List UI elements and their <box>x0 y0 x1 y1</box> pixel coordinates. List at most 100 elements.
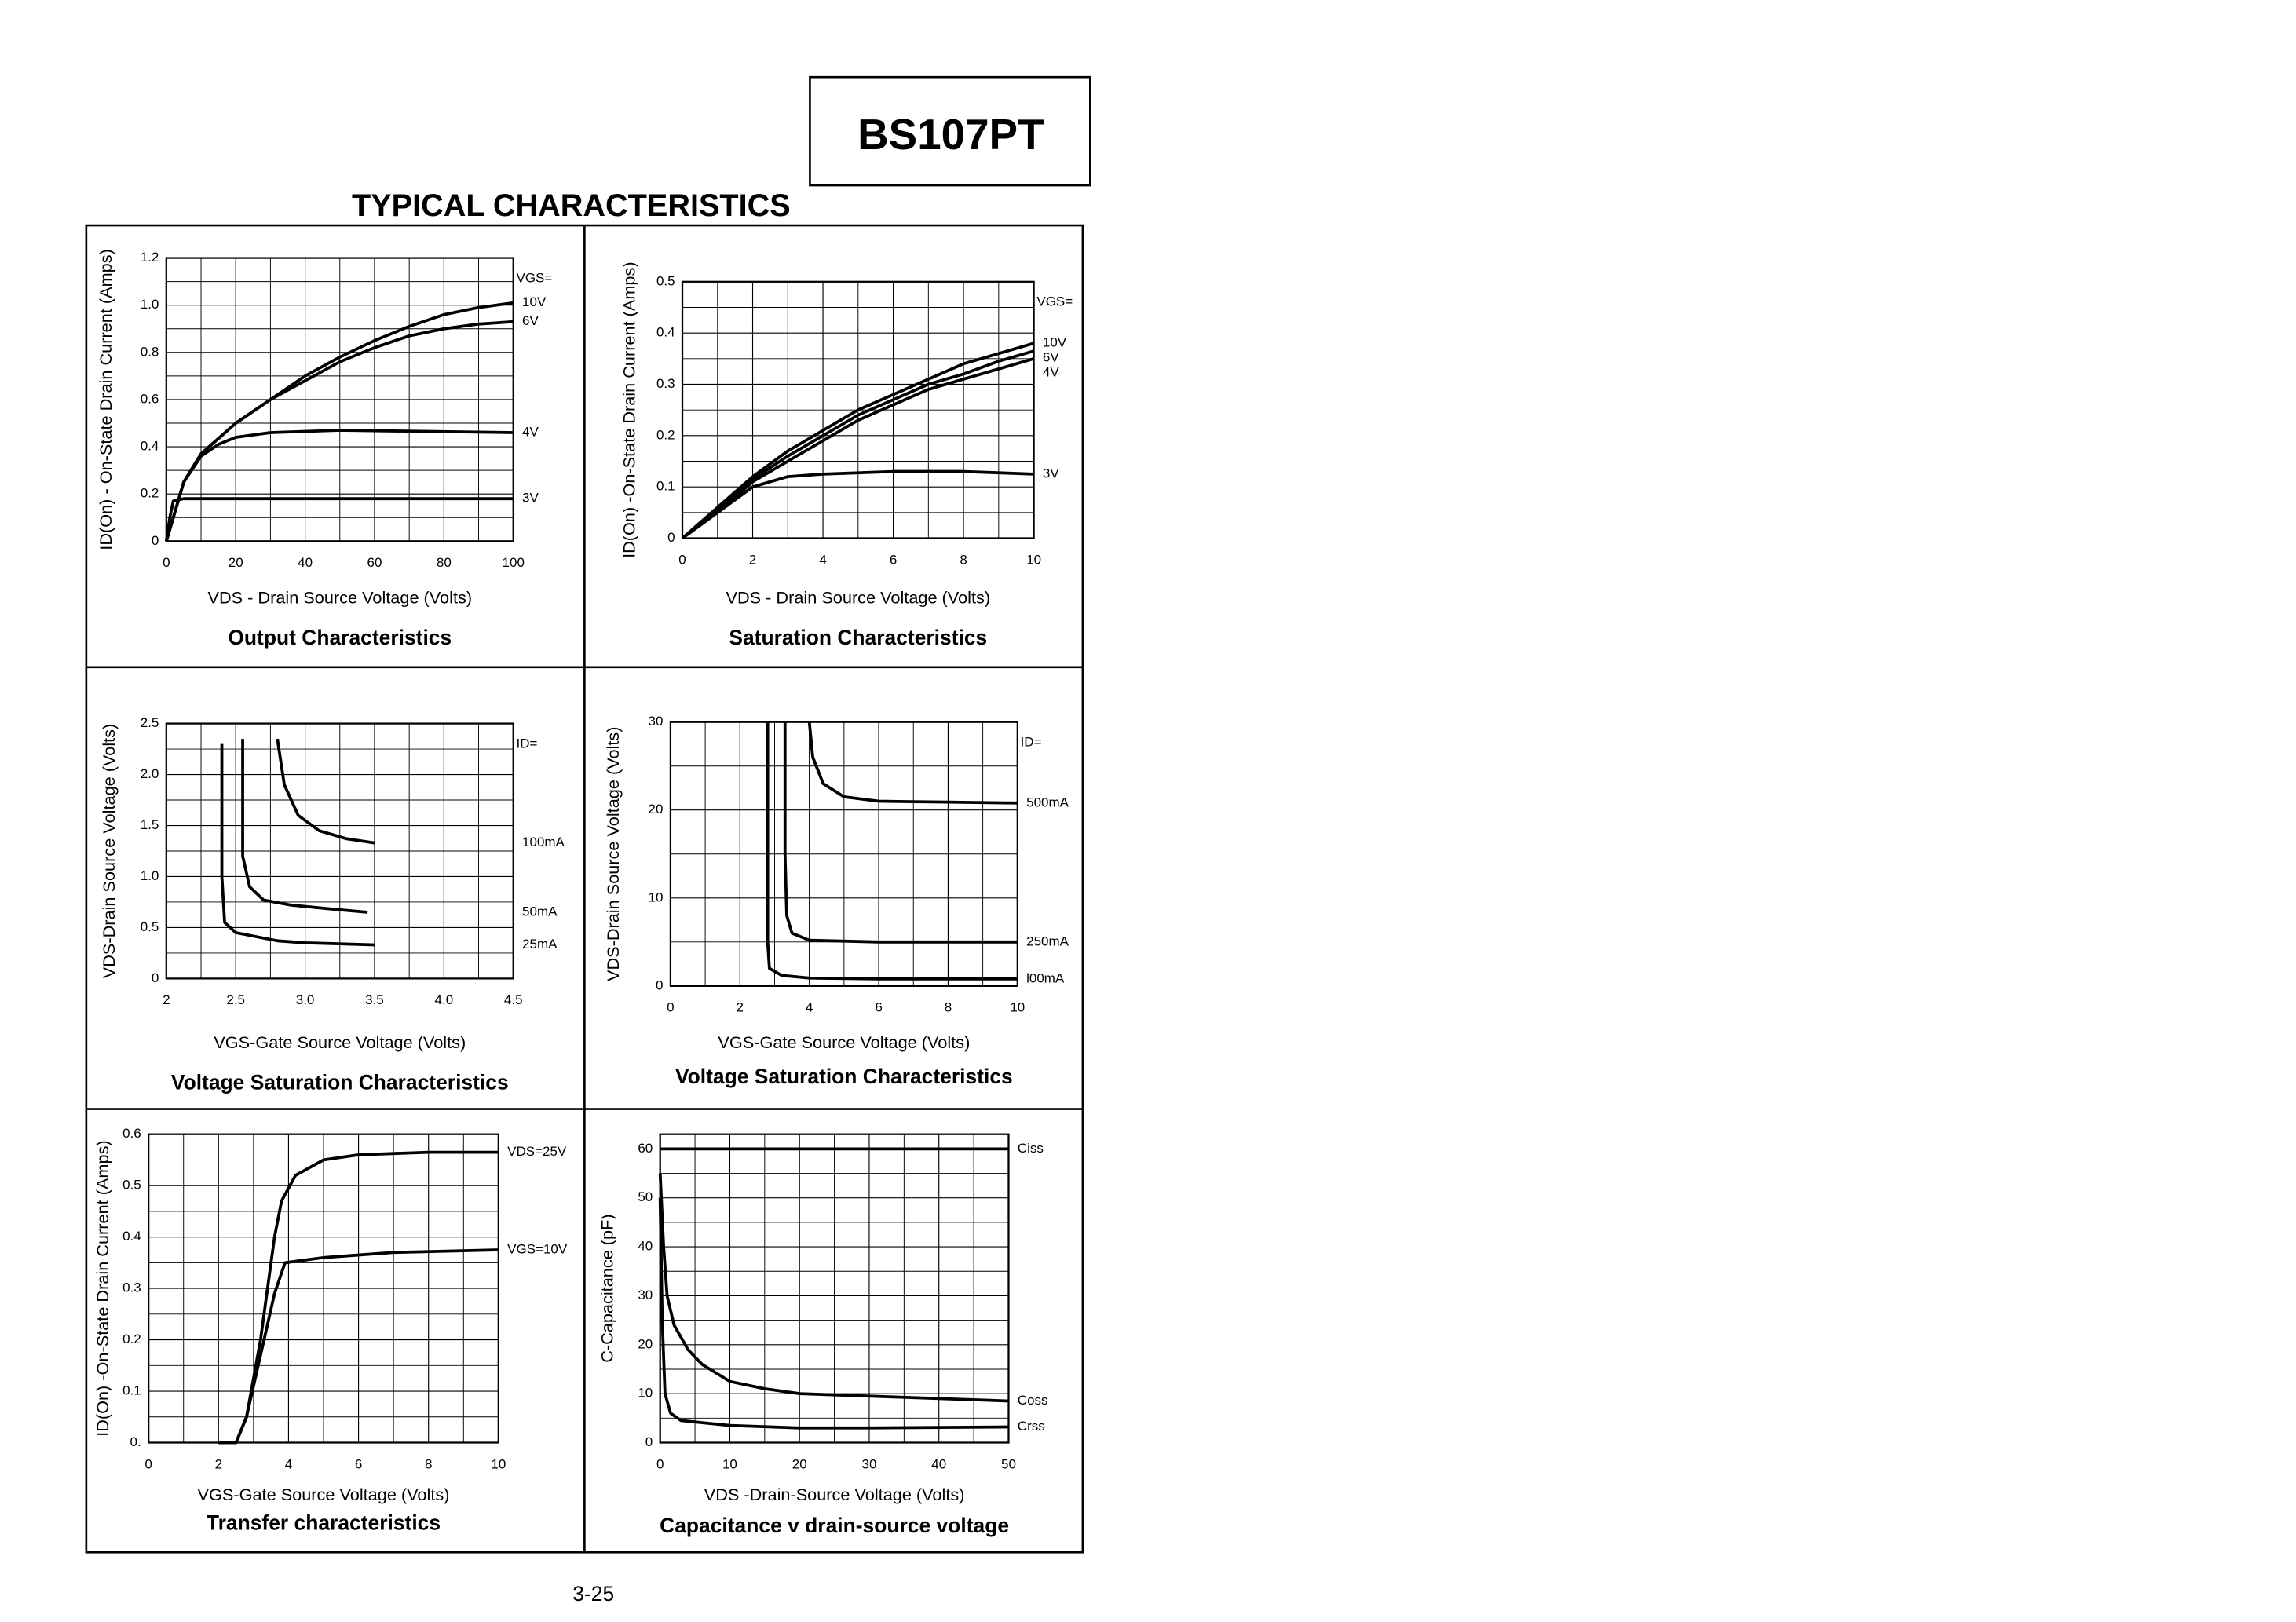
y-tick-label: 1.0 <box>141 868 159 883</box>
x-axis-label: VGS-Gate Source Voltage (Volts) <box>214 1032 466 1052</box>
x-tick-label: 6 <box>355 1456 362 1471</box>
y-tick-label: 40 <box>638 1239 653 1254</box>
part-box <box>809 75 1091 187</box>
x-tick-label: 6 <box>890 552 897 567</box>
x-tick-label: 6 <box>875 1000 882 1015</box>
x-tick-label: 40 <box>931 1456 946 1471</box>
line-label: l00mA <box>1026 970 1065 985</box>
x-tick-label: 8 <box>945 1000 952 1015</box>
y-tick-label: 1.5 <box>141 817 159 832</box>
series-line <box>220 743 375 947</box>
series-line <box>164 497 514 542</box>
line-label: 50mA <box>522 904 558 919</box>
plot-frame <box>165 722 514 980</box>
series-line <box>165 429 514 542</box>
line-label: 3V <box>1043 466 1059 480</box>
y-tick-label: 10 <box>649 890 664 904</box>
y-tick-label: 0.6 <box>122 1126 141 1141</box>
y-tick-label: 0.3 <box>656 376 675 391</box>
y-tick-label: 0.2 <box>141 486 159 501</box>
x-tick-label: 2.5 <box>226 992 245 1007</box>
series-line <box>681 469 1034 540</box>
x-axis-label: VDS - Drain Source Voltage (Volts) <box>208 588 473 608</box>
line-label: 4V <box>1043 364 1059 379</box>
y-axis-label: VDS-Drain Source Voltage (Volts) <box>603 727 623 982</box>
chart-title: Capacitance v drain-source voltage <box>660 1514 1009 1537</box>
x-axis-label: VGS-Gate Source Voltage (Volts) <box>718 1032 970 1052</box>
y-tick-label: 30 <box>638 1288 653 1302</box>
x-tick-label: 60 <box>367 555 382 570</box>
y-tick-label: 0 <box>656 977 663 992</box>
x-tick-label: 0 <box>144 1456 152 1471</box>
page-title: TYPICAL CHARACTERISTICS <box>352 188 791 223</box>
y-tick-label: 0.3 <box>122 1280 141 1295</box>
line-label: VGS=10V <box>507 1241 568 1256</box>
line-label: 6V <box>1043 350 1059 365</box>
series-line <box>681 357 1035 540</box>
y-tick-label: 0.5 <box>122 1178 141 1193</box>
chart-title: Voltage Saturation Characteristics <box>171 1070 509 1094</box>
x-tick-label: 20 <box>229 555 243 570</box>
y-tick-label: 0 <box>152 970 159 985</box>
x-tick-label: 2 <box>215 1456 222 1471</box>
y-tick-label: 20 <box>638 1336 653 1351</box>
chart-title: Transfer characteristics <box>207 1511 441 1534</box>
y-tick-label: 20 <box>649 802 664 816</box>
x-tick-label: 10 <box>1026 552 1041 567</box>
y-tick-label: 0.6 <box>141 391 159 406</box>
page-number: 3-25 <box>572 1582 614 1606</box>
y-axis-label: ID(On) -On-State Drain Current (Amps) <box>620 261 639 557</box>
y-tick-label: 1.2 <box>141 250 159 265</box>
y-axis-label: C-Capacitance (pF) <box>597 1214 616 1362</box>
line-label: 250mA <box>1026 933 1069 948</box>
x-tick-label: 0 <box>163 555 170 570</box>
x-tick-label: 100 <box>503 555 525 570</box>
line-label: 4V <box>522 425 539 440</box>
y-tick-label: 2.0 <box>141 766 159 781</box>
y-tick-label: 60 <box>638 1141 653 1156</box>
chart-title: Voltage Saturation Characteristics <box>675 1065 1013 1088</box>
y-tick-label: 0.5 <box>141 919 159 934</box>
x-axis-label: VGS-Gate Source Voltage (Volts) <box>198 1485 450 1504</box>
y-tick-label: 0.4 <box>656 325 675 340</box>
series-line <box>681 349 1035 539</box>
x-tick-label: 10 <box>722 1456 737 1471</box>
line-label: 6V <box>522 313 539 328</box>
x-tick-label: 30 <box>862 1456 877 1471</box>
chart-title: Saturation Characteristics <box>729 626 987 649</box>
series-line <box>658 1197 1009 1430</box>
y-tick-label: 0.1 <box>656 479 675 494</box>
line-label: 3V <box>522 491 539 506</box>
x-tick-label: 4 <box>285 1456 292 1471</box>
line-label: Coss <box>1018 1393 1048 1408</box>
x-tick-label: 10 <box>491 1456 506 1471</box>
line-label: 100mA <box>522 835 565 849</box>
x-tick-label: 80 <box>437 555 452 570</box>
series-line <box>681 342 1035 539</box>
plot-frame <box>681 280 1035 539</box>
x-tick-label: 20 <box>792 1456 807 1471</box>
x-tick-label: 0 <box>667 1000 674 1015</box>
legend-title: VGS= <box>517 271 553 286</box>
chart-title: Output Characteristics <box>228 626 452 649</box>
x-tick-label: 3.0 <box>296 992 315 1007</box>
y-tick-label: 0 <box>645 1434 653 1449</box>
y-axis-label: VDS-Drain Source Voltage (Volts) <box>99 724 119 978</box>
plot-frame <box>659 1133 1010 1444</box>
line-label: 10V <box>1043 335 1067 350</box>
y-tick-label: 0.4 <box>141 439 159 454</box>
series-line <box>241 739 368 914</box>
y-tick-label: 0.5 <box>656 273 675 288</box>
plot-frame <box>148 1133 499 1444</box>
y-tick-label: 1.0 <box>141 297 159 312</box>
y-tick-label: 30 <box>649 714 664 729</box>
series-line <box>218 1248 499 1445</box>
y-tick-label: 2.5 <box>141 715 159 730</box>
line-label: VDS=25V <box>507 1144 567 1159</box>
x-tick-label: 4 <box>806 1000 813 1015</box>
series-line <box>783 721 1018 944</box>
x-tick-label: 2 <box>737 1000 744 1015</box>
x-tick-label: 0 <box>656 1456 664 1471</box>
x-tick-label: 2 <box>163 992 170 1007</box>
